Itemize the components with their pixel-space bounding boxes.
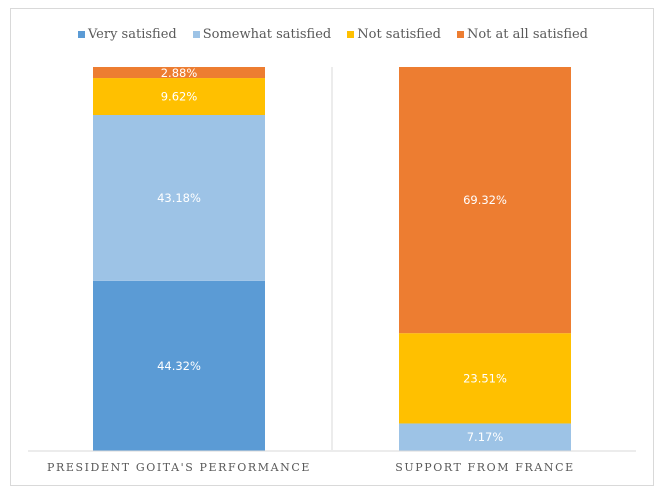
category-label-2: SUPPORT FROM FRANCE (395, 461, 575, 474)
legend-swatch-not-satisfied (347, 30, 355, 38)
bar-segment-not-satisfied-1 (93, 78, 265, 115)
legend-item-somewhat-satisfied: Somewhat satisfied (192, 26, 332, 42)
legend-item-not-satisfied: Not satisfied (347, 27, 441, 42)
data-label-not-at-all-satisfied-1: 2.88% (161, 66, 198, 80)
legend-label-not-at-all-satisfied: Not at all satisfied (466, 26, 589, 42)
legend-swatch-very-satisfied (77, 30, 85, 38)
legend-label-very-satisfied: Very satisfied (87, 26, 177, 42)
legend-item-very-satisfied: Very satisfied (77, 26, 177, 42)
bar-segment-somewhat-satisfied-2 (399, 423, 571, 451)
legend-item-not-at-all-satisfied: Not at all satisfied (456, 26, 589, 42)
data-label-not-at-all-satisfied-2: 69.32% (463, 193, 507, 207)
bar-segment-somewhat-satisfied-1 (93, 115, 265, 281)
bars-layer: 44.32%43.18%9.62%2.88%07.17%23.51%69.32% (93, 66, 571, 453)
bar-segment-not-at-all-satisfied-1 (93, 67, 265, 79)
data-label-somewhat-satisfied-1: 43.18% (157, 191, 201, 205)
bar-segment-very-satisfied-1 (93, 280, 265, 451)
data-label-not-satisfied-1: 9.62% (161, 90, 198, 104)
legend: Very satisfied Somewhat satisfied Not sa… (0, 25, 666, 43)
bar-segment-not-satisfied-2 (399, 333, 571, 424)
category-labels: PRESIDENT GOITA'S PERFORMANCE SUPPORT FRO… (47, 461, 575, 474)
bar-segment-not-at-all-satisfied-2 (399, 67, 571, 334)
data-label-somewhat-satisfied-2: 7.17% (467, 430, 504, 444)
legend-label-somewhat-satisfied: Somewhat satisfied (202, 26, 332, 42)
legend-label-not-satisfied: Not satisfied (357, 26, 441, 42)
legend-swatch-somewhat-satisfied (192, 30, 200, 38)
legend-swatch-not-at-all-satisfied (456, 30, 464, 38)
data-label-very-satisfied-1: 44.32% (157, 359, 201, 373)
data-label-not-satisfied-2: 23.51% (463, 371, 507, 385)
category-label-1: PRESIDENT GOITA'S PERFORMANCE (47, 461, 311, 474)
